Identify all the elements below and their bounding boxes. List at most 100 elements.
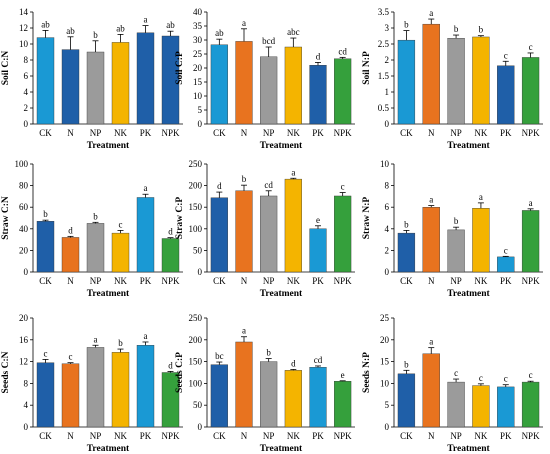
bar-nk bbox=[111, 42, 130, 125]
bar-pk bbox=[497, 256, 515, 273]
y-tick-label: 2 bbox=[385, 55, 390, 65]
x-tick-label: N bbox=[67, 431, 74, 441]
significance-letter: e bbox=[341, 370, 345, 380]
y-tick-label: 0 bbox=[24, 422, 29, 432]
x-tick-label: N bbox=[428, 128, 435, 138]
significance-letter: c bbox=[479, 373, 483, 383]
x-axis-label: Treatment bbox=[87, 141, 130, 151]
x-tick-label: CK bbox=[213, 431, 226, 441]
y-axis-label: Soil N:P bbox=[362, 51, 372, 85]
bar-pk bbox=[497, 65, 515, 125]
significance-letter: b bbox=[479, 25, 484, 35]
significance-letter: abc bbox=[287, 27, 300, 37]
x-axis-label: Treatment bbox=[260, 141, 303, 151]
y-tick-label: 6 bbox=[24, 71, 29, 81]
significance-letter: a bbox=[242, 326, 246, 336]
y-tick-label: 8 bbox=[24, 378, 29, 388]
y-tick-label: 35 bbox=[193, 21, 203, 31]
bar-n bbox=[422, 353, 440, 428]
x-tick-label: PK bbox=[140, 128, 152, 138]
bar-npk bbox=[334, 195, 352, 273]
x-tick-label: CK bbox=[39, 431, 52, 441]
y-axis-label: Straw C:N bbox=[1, 196, 11, 240]
significance-letter: b bbox=[404, 359, 409, 369]
bar-ck bbox=[397, 39, 416, 125]
bar-pk bbox=[309, 64, 327, 125]
x-tick-label: NP bbox=[263, 431, 275, 441]
significance-letter: d bbox=[168, 360, 173, 370]
bar-pk bbox=[309, 228, 327, 273]
significance-letter: c bbox=[529, 42, 533, 52]
y-tick-label: 8 bbox=[24, 55, 29, 65]
y-tick-label: 200 bbox=[189, 181, 203, 191]
y-tick-label: 100 bbox=[15, 159, 29, 169]
y-tick-label: 100 bbox=[189, 378, 203, 388]
bar-npk bbox=[521, 57, 540, 125]
significance-letter: a bbox=[529, 198, 533, 208]
significance-letter: b bbox=[43, 209, 48, 219]
significance-letter: c bbox=[69, 352, 73, 362]
chart-soil-n-p: 0 0.5 1 1.5 2 2.5 3 3.5 Soil N:P b CK a Nb NP b NK c PK c N… bbox=[362, 7, 543, 151]
bar-ck bbox=[36, 221, 55, 273]
y-tick-label: 14 bbox=[19, 7, 29, 17]
significance-letter: d bbox=[168, 227, 173, 237]
significance-letter: b bbox=[266, 348, 271, 358]
x-tick-label: CK bbox=[39, 128, 52, 138]
bar-n bbox=[61, 49, 80, 125]
significance-letter: c bbox=[341, 182, 345, 192]
bar-nk bbox=[472, 385, 490, 428]
significance-letter: c bbox=[44, 348, 48, 358]
significance-letter: a bbox=[291, 167, 295, 177]
significance-letter: e bbox=[316, 215, 320, 225]
significance-letter: bc bbox=[215, 351, 224, 361]
y-tick-label: 50 bbox=[193, 400, 203, 410]
bar-n bbox=[235, 190, 253, 273]
y-tick-label: 8 bbox=[385, 181, 390, 191]
x-tick-label: NP bbox=[90, 128, 102, 138]
chart-seeds-c-n: 0 4 8 12 16 20 Seeds C:N c CK c Na NP b NK a PK d NPK Trea… bbox=[1, 313, 183, 454]
y-tick-label: 0 bbox=[385, 119, 390, 129]
bar-nk bbox=[111, 352, 130, 428]
y-tick-label: 80 bbox=[19, 181, 29, 191]
significance-letter: b bbox=[242, 174, 247, 184]
x-axis-label: Treatment bbox=[447, 289, 490, 299]
significance-letter: cd bbox=[314, 355, 323, 365]
y-tick-label: 10 bbox=[193, 91, 203, 101]
x-axis-label: Treatment bbox=[447, 141, 490, 151]
significance-letter: a bbox=[94, 334, 98, 344]
significance-letter: ab bbox=[41, 19, 50, 29]
bar-ck bbox=[397, 373, 416, 428]
x-tick-label: NPK bbox=[161, 431, 180, 441]
y-tick-label: 0.5 bbox=[378, 103, 390, 113]
chart-seeds-n-p: 0 5 10 15 20 25 Seeds N:P b CK a Nc NP c NK c PK c NPK Tre… bbox=[362, 313, 543, 454]
bar-ck bbox=[210, 364, 228, 428]
significance-letter: b bbox=[404, 20, 409, 30]
x-tick-label: NP bbox=[450, 431, 462, 441]
y-tick-label: 60 bbox=[19, 202, 29, 212]
x-tick-label: NP bbox=[450, 128, 462, 138]
y-tick-label: 4 bbox=[24, 400, 29, 410]
x-axis-label: Treatment bbox=[87, 444, 130, 454]
bar-npk bbox=[521, 210, 540, 273]
x-axis-label: Treatment bbox=[260, 444, 303, 454]
significance-letter: a bbox=[479, 192, 483, 202]
x-tick-label: PK bbox=[312, 276, 324, 286]
y-axis-label: Seeds C:N bbox=[1, 351, 11, 393]
y-tick-label: 2 bbox=[24, 103, 29, 113]
y-tick-label: 0 bbox=[24, 267, 29, 277]
significance-letter: c bbox=[504, 374, 508, 384]
x-tick-label: NK bbox=[474, 276, 487, 286]
y-tick-label: 1.5 bbox=[378, 71, 390, 81]
y-tick-label: 12 bbox=[19, 357, 28, 367]
y-axis-label: Straw N:P bbox=[362, 197, 372, 240]
bar-npk bbox=[521, 381, 540, 428]
bar-nk bbox=[472, 36, 490, 125]
x-tick-label: CK bbox=[400, 276, 413, 286]
y-axis-label: Seeds N:P bbox=[362, 352, 372, 393]
significance-letter: b bbox=[93, 211, 98, 221]
chart-straw-n-p: 0 2 4 6 8 10 Straw N:P b CK a Nb NP a NK c PK a NPK Treatm… bbox=[362, 159, 543, 299]
bar-ck bbox=[210, 197, 228, 273]
bar-np bbox=[447, 381, 465, 428]
